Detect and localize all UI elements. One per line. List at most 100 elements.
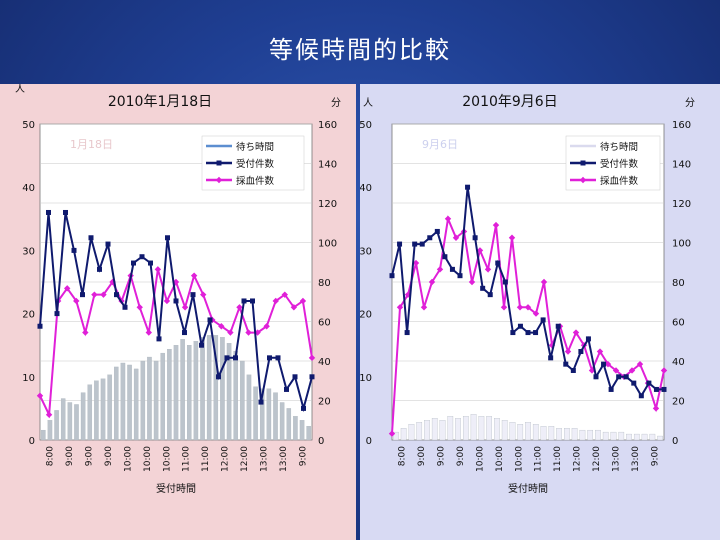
right-tick-label: 20 <box>318 397 331 408</box>
x-tick-label: 10:00 <box>143 446 153 472</box>
x-tick-label: 12:00 <box>221 446 231 472</box>
reception-point <box>623 374 629 380</box>
reception-point <box>139 254 145 260</box>
wait-bar <box>299 420 305 441</box>
right-tick-label: 140 <box>318 160 337 171</box>
left-tick-label: 40 <box>22 183 35 194</box>
reception-point <box>442 254 448 260</box>
wait-bar <box>618 431 625 441</box>
blood-point <box>91 291 98 298</box>
wait-bar <box>416 422 423 441</box>
x-axis-label: 受付時間 <box>508 482 548 495</box>
left-tick-label: 40 <box>360 183 372 194</box>
x-tick-label: 12:00 <box>592 446 602 472</box>
wait-bar <box>147 356 152 441</box>
reception-point <box>148 260 153 266</box>
wait-bar <box>279 402 285 441</box>
blood-point <box>588 367 596 374</box>
chart-title: 2010年9月6日 <box>462 94 557 110</box>
legend-reception-marker <box>216 160 222 166</box>
reception-point <box>646 380 652 386</box>
x-tick-label: 9:00 <box>65 446 75 466</box>
wait-bar <box>206 335 212 441</box>
date-stamp: 9月6日 <box>422 138 458 151</box>
legend-reception-label: 受付件数 <box>236 158 275 170</box>
wait-bar <box>226 343 232 441</box>
wait-bar <box>173 345 179 441</box>
blood-point <box>660 367 668 374</box>
reception-point <box>275 355 281 361</box>
right-tick-label: 80 <box>318 278 331 289</box>
x-tick-label: 8:00 <box>46 446 56 466</box>
reception-point <box>419 241 425 247</box>
reception-point <box>427 235 433 241</box>
chart-right: 9月6日 0 10 20 30 40 50 0 20 40 60 80 100 120 140 160 8:00… <box>360 94 695 495</box>
wait-bar <box>509 422 516 441</box>
right-tick-label: 0 <box>318 436 324 447</box>
reception-point <box>207 317 213 323</box>
wait-bar <box>306 426 311 441</box>
blood-point <box>492 221 500 229</box>
wait-bar <box>200 337 205 441</box>
x-tick-label: 12:00 <box>573 446 583 472</box>
right-unit-label: 分 <box>685 97 695 109</box>
x-tick-label: 9:00 <box>456 446 466 466</box>
left-tick-label: 0 <box>29 436 35 447</box>
x-tick-label: 11:00 <box>553 446 563 472</box>
blood-point <box>154 266 162 273</box>
wait-bar <box>107 374 112 441</box>
legend-wait-label: 待ち時間 <box>236 141 274 153</box>
wait-bar <box>602 431 609 441</box>
left-tick-label: 20 <box>22 310 35 321</box>
right-tick-label: 120 <box>672 199 691 210</box>
blood-point <box>145 329 152 336</box>
right-tick-label: 60 <box>672 318 685 329</box>
wait-bar <box>187 345 192 441</box>
x-tick-label: 13:00 <box>611 446 621 472</box>
legend-blood-marker <box>215 176 223 184</box>
left-tick-label: 0 <box>366 436 372 447</box>
reception-point <box>434 228 440 234</box>
right-tick-label: 120 <box>318 199 337 210</box>
wait-bar <box>114 366 119 441</box>
x-tick-label: 12:00 <box>240 446 250 472</box>
blood-point <box>508 234 516 241</box>
blood-point <box>109 278 116 286</box>
wait-bar <box>400 427 407 441</box>
wait-bar <box>60 398 66 441</box>
left-tick-label: 20 <box>360 310 372 321</box>
chart-left: 1月18日 0 10 20 30 40 50 0 20 40 60 80 100 120 140 160 8:0… <box>15 84 341 495</box>
blood-point <box>200 291 207 298</box>
blood-point <box>540 278 548 286</box>
blood-point <box>299 297 307 305</box>
wait-bar <box>595 429 601 441</box>
chart-title: 2010年1月18日 <box>108 94 212 110</box>
x-tick-label: 11:00 <box>201 446 211 472</box>
wait-bar <box>246 374 252 441</box>
date-stamp: 1月18日 <box>70 138 113 151</box>
wait-bar <box>455 418 461 441</box>
wait-bar <box>273 392 278 441</box>
legend-blood-marker <box>579 176 587 184</box>
reception-point <box>533 330 539 336</box>
right-tick-label: 40 <box>318 357 331 368</box>
blood-point <box>254 329 261 336</box>
left-unit-label: 人 <box>363 97 373 109</box>
wait-bar <box>167 348 172 441</box>
wait-bar <box>193 341 199 441</box>
legend-reception-marker <box>580 160 586 166</box>
legend-wait-label: 待ち時間 <box>600 141 638 153</box>
right-tick-label: 80 <box>672 278 685 289</box>
right-tick-label: 100 <box>672 239 691 250</box>
reception-point <box>46 209 51 215</box>
blood-point <box>428 278 436 286</box>
right-tick-label: 160 <box>672 120 691 131</box>
x-tick-label: 10:00 <box>514 446 524 472</box>
wait-bar <box>626 433 632 441</box>
left-tick-label: 30 <box>22 246 35 257</box>
wait-bar <box>540 426 547 441</box>
blood-point <box>190 272 198 279</box>
blood-point <box>64 285 71 292</box>
x-tick-label: 9:00 <box>85 446 95 466</box>
x-tick-label: 9:00 <box>298 446 308 466</box>
